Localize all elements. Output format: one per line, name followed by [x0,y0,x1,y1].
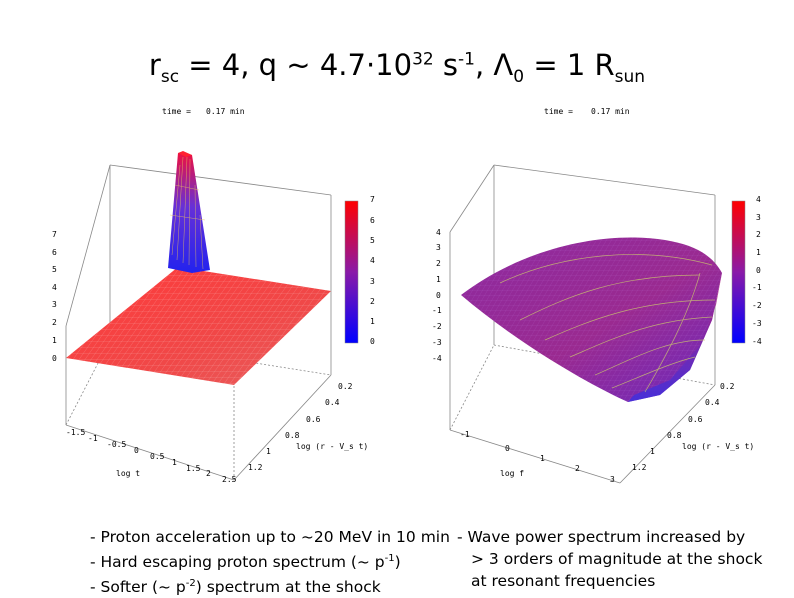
right-contours [499,254,716,393]
svg-text:0: 0 [52,354,57,363]
svg-text:-2: -2 [432,322,442,331]
svg-text:0.6: 0.6 [688,415,703,424]
svg-text:5: 5 [52,265,57,274]
svg-text:2: 2 [206,469,211,478]
svg-text:-4: -4 [752,337,762,346]
svg-text:1.2: 1.2 [248,463,263,472]
bullet-right-1: - Wave power spectrum increased by [457,528,746,546]
svg-text:0.4: 0.4 [325,398,340,407]
svg-text:3: 3 [52,300,57,309]
svg-text:0.4: 0.4 [705,398,720,407]
svg-text:-3: -3 [432,338,442,347]
svg-text:0: 0 [756,266,761,275]
svg-text:1: 1 [52,336,57,345]
svg-text:3: 3 [610,475,615,484]
svg-text:0.6: 0.6 [306,415,321,424]
svg-text:4: 4 [756,195,761,204]
svg-text:1: 1 [370,317,375,326]
left-x-ticks: -1.5 -1 -0.5 0 0.5 1 1.5 2 2.5 [66,428,237,484]
svg-text:1: 1 [540,454,545,463]
bullet-left-2: - Hard escaping proton spectrum (~ p-1) [90,553,401,572]
svg-text:5: 5 [370,236,375,245]
right-y-label: log (r - V_s t) [682,442,754,451]
svg-text:-1: -1 [752,283,762,292]
left-time-label: time = [162,107,191,116]
svg-text:0: 0 [436,291,441,300]
bullet-right-2: > 3 orders of magnitude at the shock [471,550,763,568]
left-y-label: log (r - V_s t) [296,442,368,451]
right-x-ticks: -1 0 1 2 3 [460,430,615,484]
left-y-ticks: 0.2 0.4 0.6 0.8 1 1.2 [248,382,353,472]
left-bullets: - Proton acceleration up to ~20 MeV in 1… [90,526,450,598]
svg-text:1.5: 1.5 [186,464,201,473]
svg-text:1: 1 [436,275,441,284]
svg-text:-0.5: -0.5 [107,440,126,449]
svg-text:7: 7 [52,230,57,239]
right-time-value: 0.17 min [591,107,630,116]
left-colorbar [344,200,359,344]
svg-text:2: 2 [575,464,580,473]
bullet-left-1: - Proton acceleration up to ~20 MeV in 1… [90,528,450,546]
surface-plots: time = 0.17 min [52,107,762,484]
svg-text:2.5: 2.5 [222,475,237,484]
left-x-label: log t [116,469,140,478]
svg-text:2: 2 [52,318,57,327]
svg-text:0.2: 0.2 [720,382,735,391]
svg-text:3: 3 [370,277,375,286]
svg-text:1: 1 [266,447,271,456]
left-time-value: 0.17 min [206,107,245,116]
right-colorbar-ticks: -4 -3 -2 -1 0 1 2 3 4 [752,195,762,346]
right-colorbar [731,200,746,344]
svg-text:0: 0 [134,446,139,455]
svg-text:-1: -1 [88,434,98,443]
svg-text:0.8: 0.8 [667,431,682,440]
svg-text:-1: -1 [460,430,470,439]
right-time-label: time = [544,107,573,116]
svg-text:3: 3 [436,243,441,252]
svg-text:2: 2 [370,297,375,306]
svg-text:4: 4 [52,283,57,292]
svg-text:1: 1 [650,447,655,456]
svg-text:-4: -4 [432,354,442,363]
svg-text:2: 2 [756,230,761,239]
right-z-ticks: -4 -3 -2 -1 0 1 2 3 4 [432,228,442,363]
svg-text:1: 1 [756,248,761,257]
svg-text:6: 6 [52,248,57,257]
bullet-left-3: - Softer (~ p-2) spectrum at the shock [90,578,381,597]
svg-text:-3: -3 [752,319,762,328]
left-colorbar-ticks: 0 1 2 3 4 5 6 7 [370,195,375,346]
svg-text:0.2: 0.2 [338,382,353,391]
svg-text:-2: -2 [752,301,762,310]
svg-text:3: 3 [756,213,761,222]
svg-text:0.5: 0.5 [150,452,165,461]
right-surface-plot: time = 0.17 min [449,107,722,484]
left-surface-plot: time = 0.17 min [65,107,332,481]
right-y-ticks: 0.2 0.4 0.6 0.8 1 1.2 [632,382,735,472]
svg-text:7: 7 [370,195,375,204]
svg-text:0.8: 0.8 [285,431,300,440]
svg-text:0: 0 [505,444,510,453]
svg-text:1: 1 [172,458,177,467]
svg-text:4: 4 [436,228,441,237]
svg-text:4: 4 [370,256,375,265]
right-bullets: - Wave power spectrum increased by > 3 o… [457,526,762,592]
svg-text:0: 0 [370,337,375,346]
svg-text:-1: -1 [432,306,442,315]
svg-text:-1.5: -1.5 [66,428,85,437]
bullet-right-3: at resonant frequencies [471,572,656,590]
right-x-label: log f [500,469,524,478]
svg-text:6: 6 [370,216,375,225]
svg-text:2: 2 [436,259,441,268]
slide-title: rsc = 4, q ~ 4.7·1032 s-1, Λ0 = 1 Rsun [148,48,646,87]
left-z-ticks: 0 1 2 3 4 5 6 7 [52,230,57,363]
svg-text:1.2: 1.2 [632,463,647,472]
